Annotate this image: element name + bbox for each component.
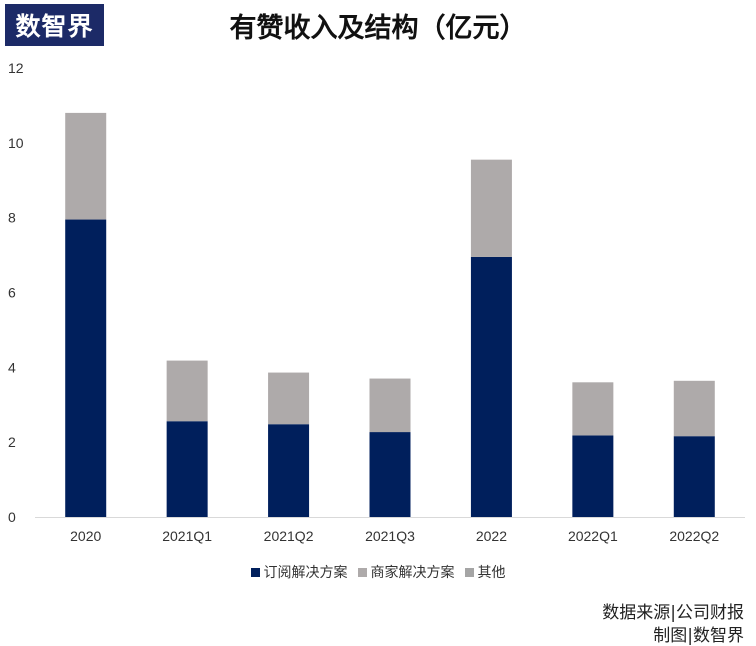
bar-2021Q2-series-1 xyxy=(268,372,310,425)
bar-2021Q2-series-0 xyxy=(268,424,310,517)
y-tick-label: 10 xyxy=(8,135,24,151)
legend-label-merchant: 商家解决方案 xyxy=(370,565,455,581)
data-source-note: 数据来源|公司财报 xyxy=(602,603,744,623)
bar-2020-series-0 xyxy=(65,219,107,517)
legend-label-other: 其他 xyxy=(477,565,506,581)
legend-label-subscription: 订阅解决方案 xyxy=(263,565,348,581)
bar-2021Q1-series-0 xyxy=(166,421,208,517)
bar-2022-series-0 xyxy=(470,256,512,517)
y-tick-label: 12 xyxy=(8,60,24,76)
legend-item-other: 其他 xyxy=(464,562,506,582)
legend-swatch-merchant xyxy=(357,567,367,577)
legend-swatch-other xyxy=(464,567,474,577)
legend: 订阅解决方案 商家解决方案 其他 xyxy=(0,562,756,582)
legend-item-subscription: 订阅解决方案 xyxy=(250,562,348,582)
legend-swatch-subscription xyxy=(250,567,260,577)
legend-item-merchant: 商家解决方案 xyxy=(357,562,455,582)
x-tick-label: 2021Q1 xyxy=(162,528,212,544)
chart-title: 有赞收入及结构（亿元） xyxy=(229,13,527,44)
y-tick-label: 6 xyxy=(8,285,16,301)
bar-2022Q1-series-1 xyxy=(572,382,614,436)
bar-2021Q1-series-1 xyxy=(166,360,208,422)
stacked-bar-chart: 0 2 4 6 8 10 12 2020 2021Q1 2021Q2 2021Q3 2022 2022… xyxy=(8,60,745,544)
y-tick-label: 4 xyxy=(8,359,16,375)
x-axis-ticks: 2020 2021Q1 2021Q2 2021Q3 2022 2022Q1 2022Q2 xyxy=(70,528,719,544)
brand-logo: 数智界 xyxy=(5,4,104,46)
bar-2021Q3-series-1 xyxy=(369,378,411,433)
x-tick-label: 2022Q2 xyxy=(669,528,719,544)
bar-2022-series-1 xyxy=(470,159,512,257)
x-tick-label: 2020 xyxy=(70,528,101,544)
bar-2022Q2-series-1 xyxy=(673,380,715,437)
bar-2020-series-1 xyxy=(65,112,107,220)
bar-2021Q3-series-0 xyxy=(369,432,411,517)
x-tick-label: 2022 xyxy=(476,528,507,544)
bar-2022Q2-series-0 xyxy=(673,436,715,517)
bar-group xyxy=(65,112,715,517)
bar-2022Q1-series-0 xyxy=(572,435,614,517)
y-tick-label: 2 xyxy=(8,434,16,450)
y-tick-label: 8 xyxy=(8,210,16,226)
y-axis-ticks: 0 2 4 6 8 10 12 xyxy=(8,60,24,525)
chart-credit-note: 制图|数智界 xyxy=(653,626,744,646)
x-tick-label: 2021Q2 xyxy=(264,528,314,544)
x-tick-label: 2022Q1 xyxy=(568,528,618,544)
x-tick-label: 2021Q3 xyxy=(365,528,415,544)
y-tick-label: 0 xyxy=(8,509,16,525)
